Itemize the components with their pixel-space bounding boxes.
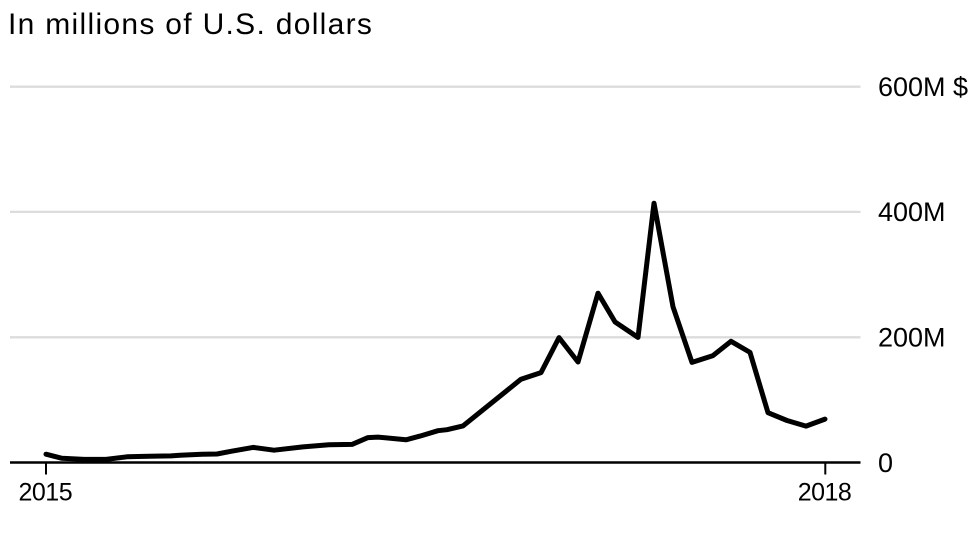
svg-text:In millions of U.S. dollars: In millions of U.S. dollars — [8, 8, 373, 41]
svg-text:400M: 400M — [878, 197, 946, 227]
svg-text:0: 0 — [878, 448, 893, 478]
svg-text:2015: 2015 — [18, 479, 72, 507]
svg-text:600M $: 600M $ — [878, 72, 968, 102]
svg-text:200M: 200M — [878, 323, 946, 353]
svg-text:2018: 2018 — [798, 479, 852, 507]
